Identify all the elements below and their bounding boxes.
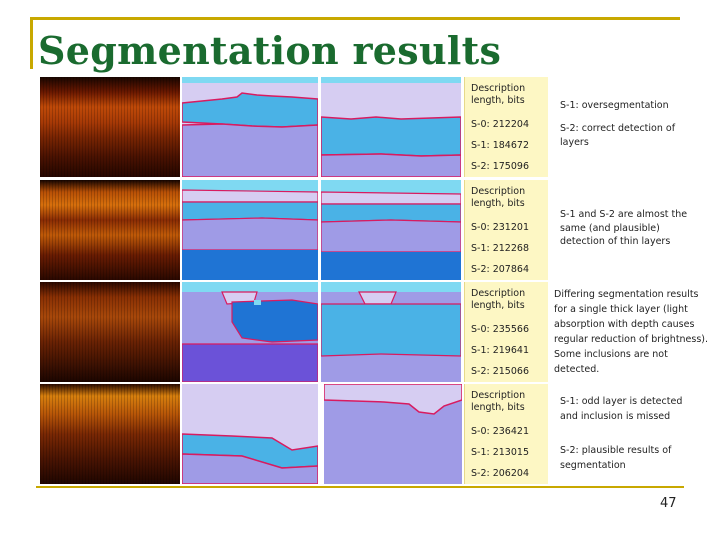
note-row-1-b: S-2: correct detection of layers xyxy=(560,123,676,148)
s1-value: S-1: 219641 xyxy=(471,345,529,356)
bottom-rule xyxy=(36,486,684,488)
s2-value: S-2: 215066 xyxy=(471,366,529,377)
s0-value: S-0: 236421 xyxy=(471,426,529,437)
result-row-3: Description length, bits S-0: 235566 S-1… xyxy=(40,282,550,382)
oct-scan-image-3 xyxy=(40,282,180,382)
s0-value: S-0: 212204 xyxy=(471,119,529,130)
s1-value: S-1: 184672 xyxy=(471,140,529,151)
description-label: Description length, bits xyxy=(471,186,526,209)
result-row-1: Description length, bits S-0: 212204 S-1… xyxy=(40,77,550,177)
top-rule xyxy=(30,17,680,20)
description-label: Description length, bits xyxy=(471,288,526,311)
result-row-2: Description length, bits S-0: 231201 S-1… xyxy=(40,180,550,280)
note-row-4-a: S-1: odd layer is detected and inclusion… xyxy=(560,396,683,422)
note-row-2: S-1 and S-2 are almost the same (and pla… xyxy=(560,209,688,247)
segmentation-s0-image-3 xyxy=(182,282,318,382)
result-row-4: Description length, bits S-0: 236421 S-1… xyxy=(40,384,550,484)
oct-scan-image-1 xyxy=(40,77,180,177)
s2-value: S-2: 175096 xyxy=(471,161,529,172)
s2-value: S-2: 207864 xyxy=(471,264,529,275)
note-row-1-a: S-1: oversegmentation xyxy=(560,100,669,111)
slide-title: Segmentation results xyxy=(38,28,502,73)
description-length-panel-2: Description length, bits S-0: 231201 S-1… xyxy=(464,180,548,280)
s0-value: S-0: 235566 xyxy=(471,324,529,335)
note-row-4-b: S-2: plausible results of segmentation xyxy=(560,445,672,471)
oct-scan-image-4 xyxy=(40,384,180,484)
description-length-panel-4: Description length, bits S-0: 236421 S-1… xyxy=(464,384,548,484)
s0-value: S-0: 231201 xyxy=(471,222,529,233)
note-row-3: Differing segmentation results for a sin… xyxy=(554,289,709,375)
s2-value: S-2: 206204 xyxy=(471,468,529,479)
s1-value: S-1: 213015 xyxy=(471,447,529,458)
segmentation-s1-image-4 xyxy=(324,384,462,484)
s1-value: S-1: 212268 xyxy=(471,243,529,254)
segmentation-s1-image-3 xyxy=(321,282,461,382)
segmentation-s0-image-4 xyxy=(182,384,318,484)
segmentation-s1-image-2 xyxy=(321,180,461,280)
left-rule xyxy=(30,17,33,69)
description-label: Description length, bits xyxy=(471,83,526,106)
oct-scan-image-2 xyxy=(40,180,180,280)
segmentation-s1-image-1 xyxy=(321,77,461,177)
segmentation-s0-image-1 xyxy=(182,77,318,177)
description-label: Description length, bits xyxy=(471,390,526,413)
description-length-panel-3: Description length, bits S-0: 235566 S-1… xyxy=(464,282,548,382)
segmentation-s0-image-2 xyxy=(182,180,318,280)
description-length-panel-1: Description length, bits S-0: 212204 S-1… xyxy=(464,77,548,177)
page-number: 47 xyxy=(660,496,677,511)
